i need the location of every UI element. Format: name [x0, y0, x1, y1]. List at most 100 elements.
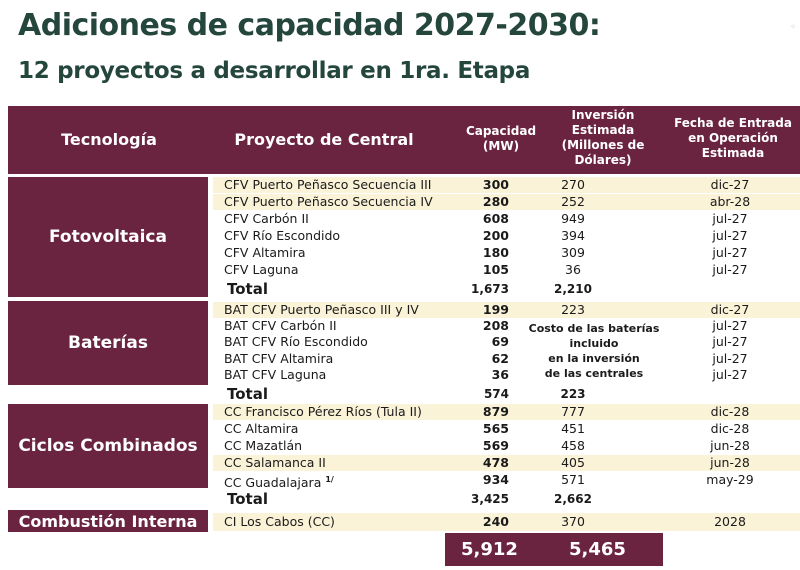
group-label-baterias: Baterías	[8, 301, 208, 385]
page-title: Adiciones de capacidad 2027-2030:	[18, 8, 601, 43]
cell-fecha: dic-28	[710, 421, 750, 436]
cell-fecha: jul-27	[712, 262, 748, 277]
table-row: BAT CFV Carbón II 208 jul-27	[213, 318, 800, 334]
cell-proyecto: CFV Altamira	[224, 245, 306, 260]
cell-proyecto: CFV Laguna	[224, 262, 299, 277]
table-header: Tecnología Proyecto de Central Capacidad…	[8, 106, 800, 174]
cell-capacidad: 240	[482, 514, 509, 529]
cell-fecha: jun-28	[710, 455, 750, 470]
header-inversion-line1: Inversión	[571, 108, 635, 122]
cell-fecha: jul-27	[712, 318, 748, 333]
header-inversion-line4: Dólares)	[574, 153, 632, 167]
cell-fecha: jul-27	[712, 228, 748, 243]
cell-proyecto: BAT CFV Puerto Peñasco III y IV	[224, 302, 419, 317]
cell-fecha: jun-28	[710, 438, 750, 453]
cell-capacidad: 208	[482, 318, 509, 333]
group-label-ciclos-combinados: Ciclos Combinados	[8, 404, 208, 488]
table-row: CFV Laguna 105 36 jul-27	[213, 262, 800, 278]
cell-capacidad: 105	[482, 262, 509, 277]
cell-inversion: 270	[561, 177, 585, 192]
total-row-ciclos: Total 3,425 2,662	[213, 490, 800, 508]
cell-fecha: jul-27	[712, 351, 748, 366]
cell-capacidad: 180	[482, 245, 509, 260]
grand-total-capacidad: 5,912	[461, 539, 518, 560]
grand-total: 5,912 5,465	[445, 533, 663, 566]
note-line: en la inversión	[548, 352, 640, 365]
cell-inversion: 571	[561, 472, 585, 487]
cell-fecha: abr-28	[709, 194, 751, 209]
cell-capacidad: 280	[482, 194, 509, 209]
cell-proyecto: BAT CFV Río Escondido	[224, 334, 368, 349]
total-inversion: 2,662	[554, 492, 592, 506]
cell-inversion: 458	[561, 438, 585, 453]
header-capacidad: Capacidad (MW)	[446, 124, 556, 154]
cell-proyecto: CC Salamanca II	[224, 455, 326, 470]
header-fecha-line2: en Operación	[688, 131, 778, 145]
cell-capacidad: 879	[482, 404, 509, 419]
cell-capacidad: 569	[482, 438, 509, 453]
table-row: BAT CFV Puerto Peñasco III y IV 199 223 …	[213, 302, 800, 318]
cell-proyecto: CFV Puerto Peñasco Secuencia III	[224, 177, 432, 192]
cell-inversion: 223	[561, 302, 585, 317]
cell-capacidad: 36	[491, 367, 509, 382]
cell-proyecto: CFV Río Escondido	[224, 228, 341, 243]
cell-capacidad: 565	[482, 421, 509, 436]
cell-inversion: 949	[561, 211, 585, 226]
cell-fecha: jul-27	[712, 245, 748, 260]
cell-inversion: 777	[561, 404, 585, 419]
total-row-baterias: Total 574 223	[213, 385, 800, 403]
cell-proyecto: CC Mazatlán	[224, 438, 303, 453]
cell-capacidad: 300	[482, 177, 509, 192]
note-line: incluido	[569, 337, 619, 350]
header-fecha: Fecha de Entrada en Operación Estimada	[666, 116, 800, 161]
cell-proyecto: CC Altamira	[224, 421, 299, 436]
table-row: CFV Río Escondido 200 394 jul-27	[213, 228, 800, 244]
grand-total-inversion: 5,465	[569, 539, 626, 560]
header-inversion-line3: (Millones de	[561, 138, 645, 152]
cell-capacidad: 478	[482, 455, 509, 470]
cell-fecha: may-29	[706, 472, 754, 487]
total-capacidad: 1,673	[471, 282, 509, 296]
cell-proyecto: CFV Carbón II	[224, 211, 309, 226]
total-inversion: 2,210	[554, 282, 592, 296]
cell-proyecto: CC Guadalajara 1/	[224, 472, 334, 491]
note-line: Costo de las baterías	[528, 322, 660, 335]
header-tecnologia: Tecnología	[61, 130, 157, 149]
total-label: Total	[227, 490, 268, 508]
cell-inversion: 370	[561, 514, 585, 529]
header-proyecto: Proyecto de Central	[234, 130, 414, 149]
total-label: Total	[227, 280, 268, 298]
cell-proyecto: BAT CFV Laguna	[224, 367, 327, 382]
total-row-fotovoltaica: Total 1,673 2,210	[213, 280, 800, 298]
total-inversion: 223	[560, 387, 586, 401]
cell-inversion: 394	[561, 228, 585, 243]
baterias-cost-note: Costo de las baterías incluido en la inv…	[527, 321, 661, 381]
header-capacidad-line1: Capacidad	[465, 124, 537, 138]
cell-capacidad: 69	[491, 334, 509, 349]
table-row: CFV Carbón II 608 949 jul-27	[213, 211, 800, 227]
note-line: de las centrales	[544, 367, 644, 380]
table-row: CC Francisco Pérez Ríos (Tula II) 879 77…	[213, 404, 800, 420]
table-row: CFV Puerto Peñasco Secuencia IV 280 252 …	[213, 194, 800, 210]
table-row: CC Guadalajara 1/ 934 571 may-29	[213, 472, 800, 491]
table-row: BAT CFV Altamira 62 jul-27	[213, 351, 800, 367]
decoration-icon: ◦	[790, 22, 796, 33]
cell-inversion: 309	[561, 245, 585, 260]
header-fecha-line1: Fecha de Entrada	[674, 116, 792, 130]
table-row: BAT CFV Río Escondido 69 jul-27	[213, 334, 800, 350]
cell-capacidad: 199	[482, 302, 509, 317]
table-row: CFV Altamira 180 309 jul-27	[213, 245, 800, 261]
cell-proyecto: BAT CFV Carbón II	[224, 318, 337, 333]
header-fecha-line3: Estimada	[701, 146, 765, 160]
cell-fecha: jul-27	[712, 334, 748, 349]
header-capacidad-line2: (MW)	[482, 139, 520, 153]
cell-fecha: jul-27	[712, 211, 748, 226]
page-subtitle: 12 proyectos a desarrollar en 1ra. Etapa	[18, 58, 531, 84]
table-row: CC Mazatlán 569 458 jun-28	[213, 438, 800, 454]
cell-fecha: dic-27	[710, 177, 750, 192]
total-label: Total	[227, 385, 268, 403]
cell-capacidad: 62	[491, 351, 509, 366]
cell-fecha: 2028	[714, 514, 746, 529]
footnote-marker: 1/	[325, 475, 334, 484]
total-capacidad: 3,425	[471, 492, 509, 506]
